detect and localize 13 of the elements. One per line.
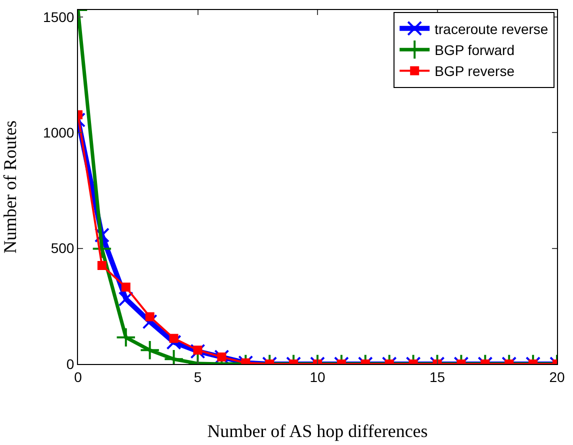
y-tick-label: 1000 xyxy=(43,124,74,141)
legend-label: traceroute reverse xyxy=(434,20,548,37)
y-tick-label: 500 xyxy=(50,240,74,256)
legend-label: BGP forward xyxy=(434,42,514,58)
y-tick-label: 0 xyxy=(66,356,74,372)
x-tick-label: 10 xyxy=(310,368,326,385)
legend-label: BGP reverse xyxy=(434,63,515,80)
x-tick-label: 20 xyxy=(549,368,565,385)
x-tick-label: 5 xyxy=(194,368,202,385)
x-tick-label: 15 xyxy=(429,368,446,385)
x-axis-title: Number of AS hop differences xyxy=(207,420,428,441)
y-axis-title: Number of Routes xyxy=(0,120,20,254)
y-tick-label: 1500 xyxy=(43,8,74,25)
